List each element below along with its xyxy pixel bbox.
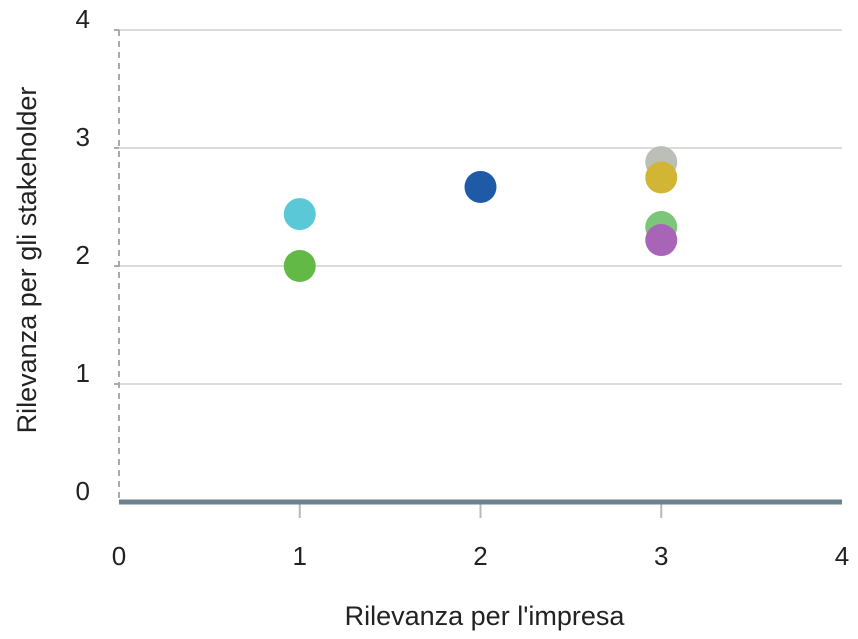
- x-axis-title: Rilevanza per l'impresa: [345, 601, 626, 631]
- x-tick-label-0: 0: [112, 541, 126, 571]
- x-tick-label-4: 4: [835, 541, 849, 571]
- y-tick-label-2: 2: [76, 240, 90, 270]
- y-tick-label-4: 4: [76, 4, 90, 34]
- axes: [114, 29, 842, 518]
- data-point: [464, 170, 497, 203]
- data-point: [645, 224, 678, 257]
- grid-lines: [119, 29, 842, 385]
- data-points: [283, 146, 678, 282]
- data-point: [283, 250, 316, 282]
- data-point: [645, 161, 678, 194]
- y-tick-label-1: 1: [76, 358, 90, 388]
- y-tick-label-0: 0: [76, 476, 90, 506]
- x-tick-label-3: 3: [654, 541, 668, 571]
- y-axis-title: Rilevanza per gli stakeholder: [12, 87, 42, 434]
- y-tick-label-3: 3: [76, 122, 90, 152]
- data-point: [283, 198, 316, 231]
- x-tick-label-1: 1: [293, 541, 307, 571]
- tick-labels: 0 1 2 3 4 0 1 2 3 4: [76, 4, 850, 571]
- x-tick-label-2: 2: [473, 541, 487, 571]
